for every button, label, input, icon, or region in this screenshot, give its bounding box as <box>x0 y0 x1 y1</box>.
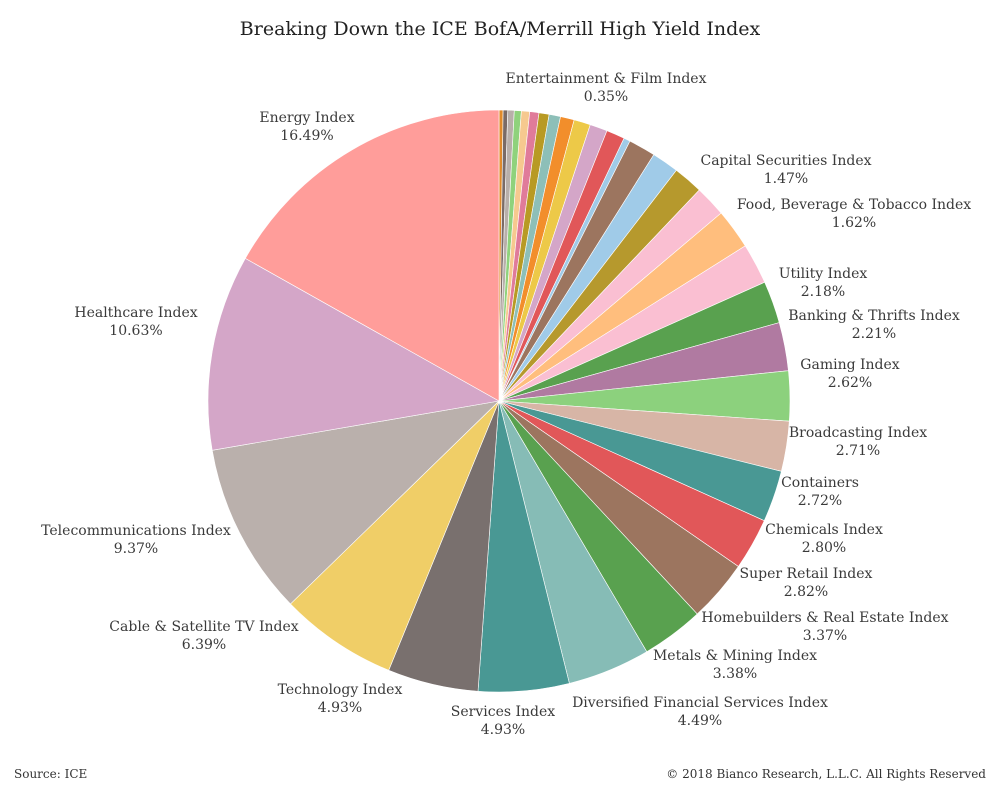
label-super-retail-index: Super Retail Index <box>740 566 873 582</box>
footer-copyright: © 2018 Bianco Research, L.L.C. All Right… <box>666 767 986 781</box>
slice-telecommunications-index <box>211 400 500 605</box>
value-label-chemicals-index: 2.80% <box>802 540 846 556</box>
value-label-healthcare-index: 10.63% <box>109 323 162 339</box>
value-label-super-retail-index: 2.82% <box>784 584 828 600</box>
label-banking-and-thrifts-index: Banking & Thrifts Index <box>788 308 960 324</box>
footer-source: Source: ICE <box>14 767 88 781</box>
label-cable-and-satellite-tv-index: Cable & Satellite TV Index <box>109 619 298 635</box>
value-label-homebuilders-and-real-estate-index: 3.37% <box>803 628 847 644</box>
value-label-banking-and-thrifts-index: 2.21% <box>852 326 896 342</box>
chart-title: Breaking Down the ICE BofA/Merrill High … <box>239 18 761 40</box>
label-services-index: Services Index <box>451 704 556 720</box>
value-label-cable-and-satellite-tv-index: 6.39% <box>182 637 226 653</box>
label-healthcare-index: Healthcare Index <box>74 305 197 321</box>
slice-energy-index <box>244 109 500 402</box>
slice-healthcare-index <box>207 257 500 451</box>
value-label-entertainment-and-film-index: 0.35% <box>584 89 628 105</box>
pie-slices <box>207 109 791 693</box>
value-label-containers: 2.72% <box>798 493 842 509</box>
pie-labels: Entertainment & Film Index 0.35% Capital S… <box>41 71 971 738</box>
value-label-diversified-financial-services-index: 4.49% <box>678 713 722 729</box>
label-containers: Containers <box>781 475 859 491</box>
value-label-food-beverage-and-tobacco-index: 1.62% <box>832 215 876 231</box>
value-label-technology-index: 4.93% <box>318 700 362 716</box>
label-homebuilders-and-real-estate-index: Homebuilders & Real Estate Index <box>701 610 948 626</box>
label-chemicals-index: Chemicals Index <box>765 522 883 538</box>
label-broadcasting-index: Broadcasting Index <box>789 425 927 441</box>
label-diversified-financial-services-index: Diversified Financial Services Index <box>572 695 828 711</box>
value-label-utility-index: 2.18% <box>801 284 845 300</box>
label-energy-index: Energy Index <box>259 110 354 126</box>
label-capital-securities-index: Capital Securities Index <box>700 153 871 169</box>
value-label-metals-and-mining-index: 3.38% <box>713 666 757 682</box>
label-gaming-index: Gaming Index <box>800 357 900 373</box>
label-telecommunications-index: Telecommunications Index <box>41 523 231 539</box>
value-label-broadcasting-index: 2.71% <box>836 443 880 459</box>
value-label-capital-securities-index: 1.47% <box>764 171 808 187</box>
label-technology-index: Technology Index <box>278 682 403 698</box>
value-label-energy-index: 16.49% <box>280 128 333 144</box>
slice-cable-and-satellite-tv-index <box>290 400 500 671</box>
label-metals-and-mining-index: Metals & Mining Index <box>653 648 817 664</box>
value-label-telecommunications-index: 9.37% <box>114 541 158 557</box>
value-label-services-index: 4.93% <box>481 722 525 738</box>
label-utility-index: Utility Index <box>779 266 868 282</box>
label-food-beverage-and-tobacco-index: Food, Beverage & Tobacco Index <box>737 197 971 213</box>
value-label-gaming-index: 2.62% <box>828 375 872 391</box>
label-entertainment-and-film-index: Entertainment & Film Index <box>506 71 707 87</box>
